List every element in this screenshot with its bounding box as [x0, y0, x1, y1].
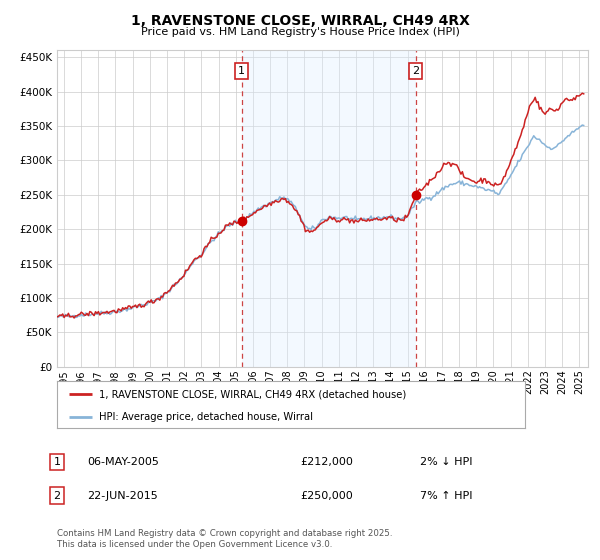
Text: 1, RAVENSTONE CLOSE, WIRRAL, CH49 4RX: 1, RAVENSTONE CLOSE, WIRRAL, CH49 4RX: [131, 14, 469, 28]
Text: 2: 2: [412, 66, 419, 76]
Text: 2% ↓ HPI: 2% ↓ HPI: [420, 457, 473, 467]
Text: Price paid vs. HM Land Registry's House Price Index (HPI): Price paid vs. HM Land Registry's House …: [140, 27, 460, 37]
Text: HPI: Average price, detached house, Wirral: HPI: Average price, detached house, Wirr…: [99, 412, 313, 422]
Text: £212,000: £212,000: [300, 457, 353, 467]
Text: 2: 2: [53, 491, 61, 501]
Text: 1: 1: [53, 457, 61, 467]
Text: 06-MAY-2005: 06-MAY-2005: [87, 457, 159, 467]
Text: Contains HM Land Registry data © Crown copyright and database right 2025.
This d: Contains HM Land Registry data © Crown c…: [57, 529, 392, 549]
Text: 1: 1: [238, 66, 245, 76]
Text: 7% ↑ HPI: 7% ↑ HPI: [420, 491, 473, 501]
Bar: [242, 50, 416, 367]
Text: £250,000: £250,000: [300, 491, 353, 501]
Text: 1, RAVENSTONE CLOSE, WIRRAL, CH49 4RX (detached house): 1, RAVENSTONE CLOSE, WIRRAL, CH49 4RX (d…: [99, 389, 406, 399]
Text: 22-JUN-2015: 22-JUN-2015: [87, 491, 158, 501]
